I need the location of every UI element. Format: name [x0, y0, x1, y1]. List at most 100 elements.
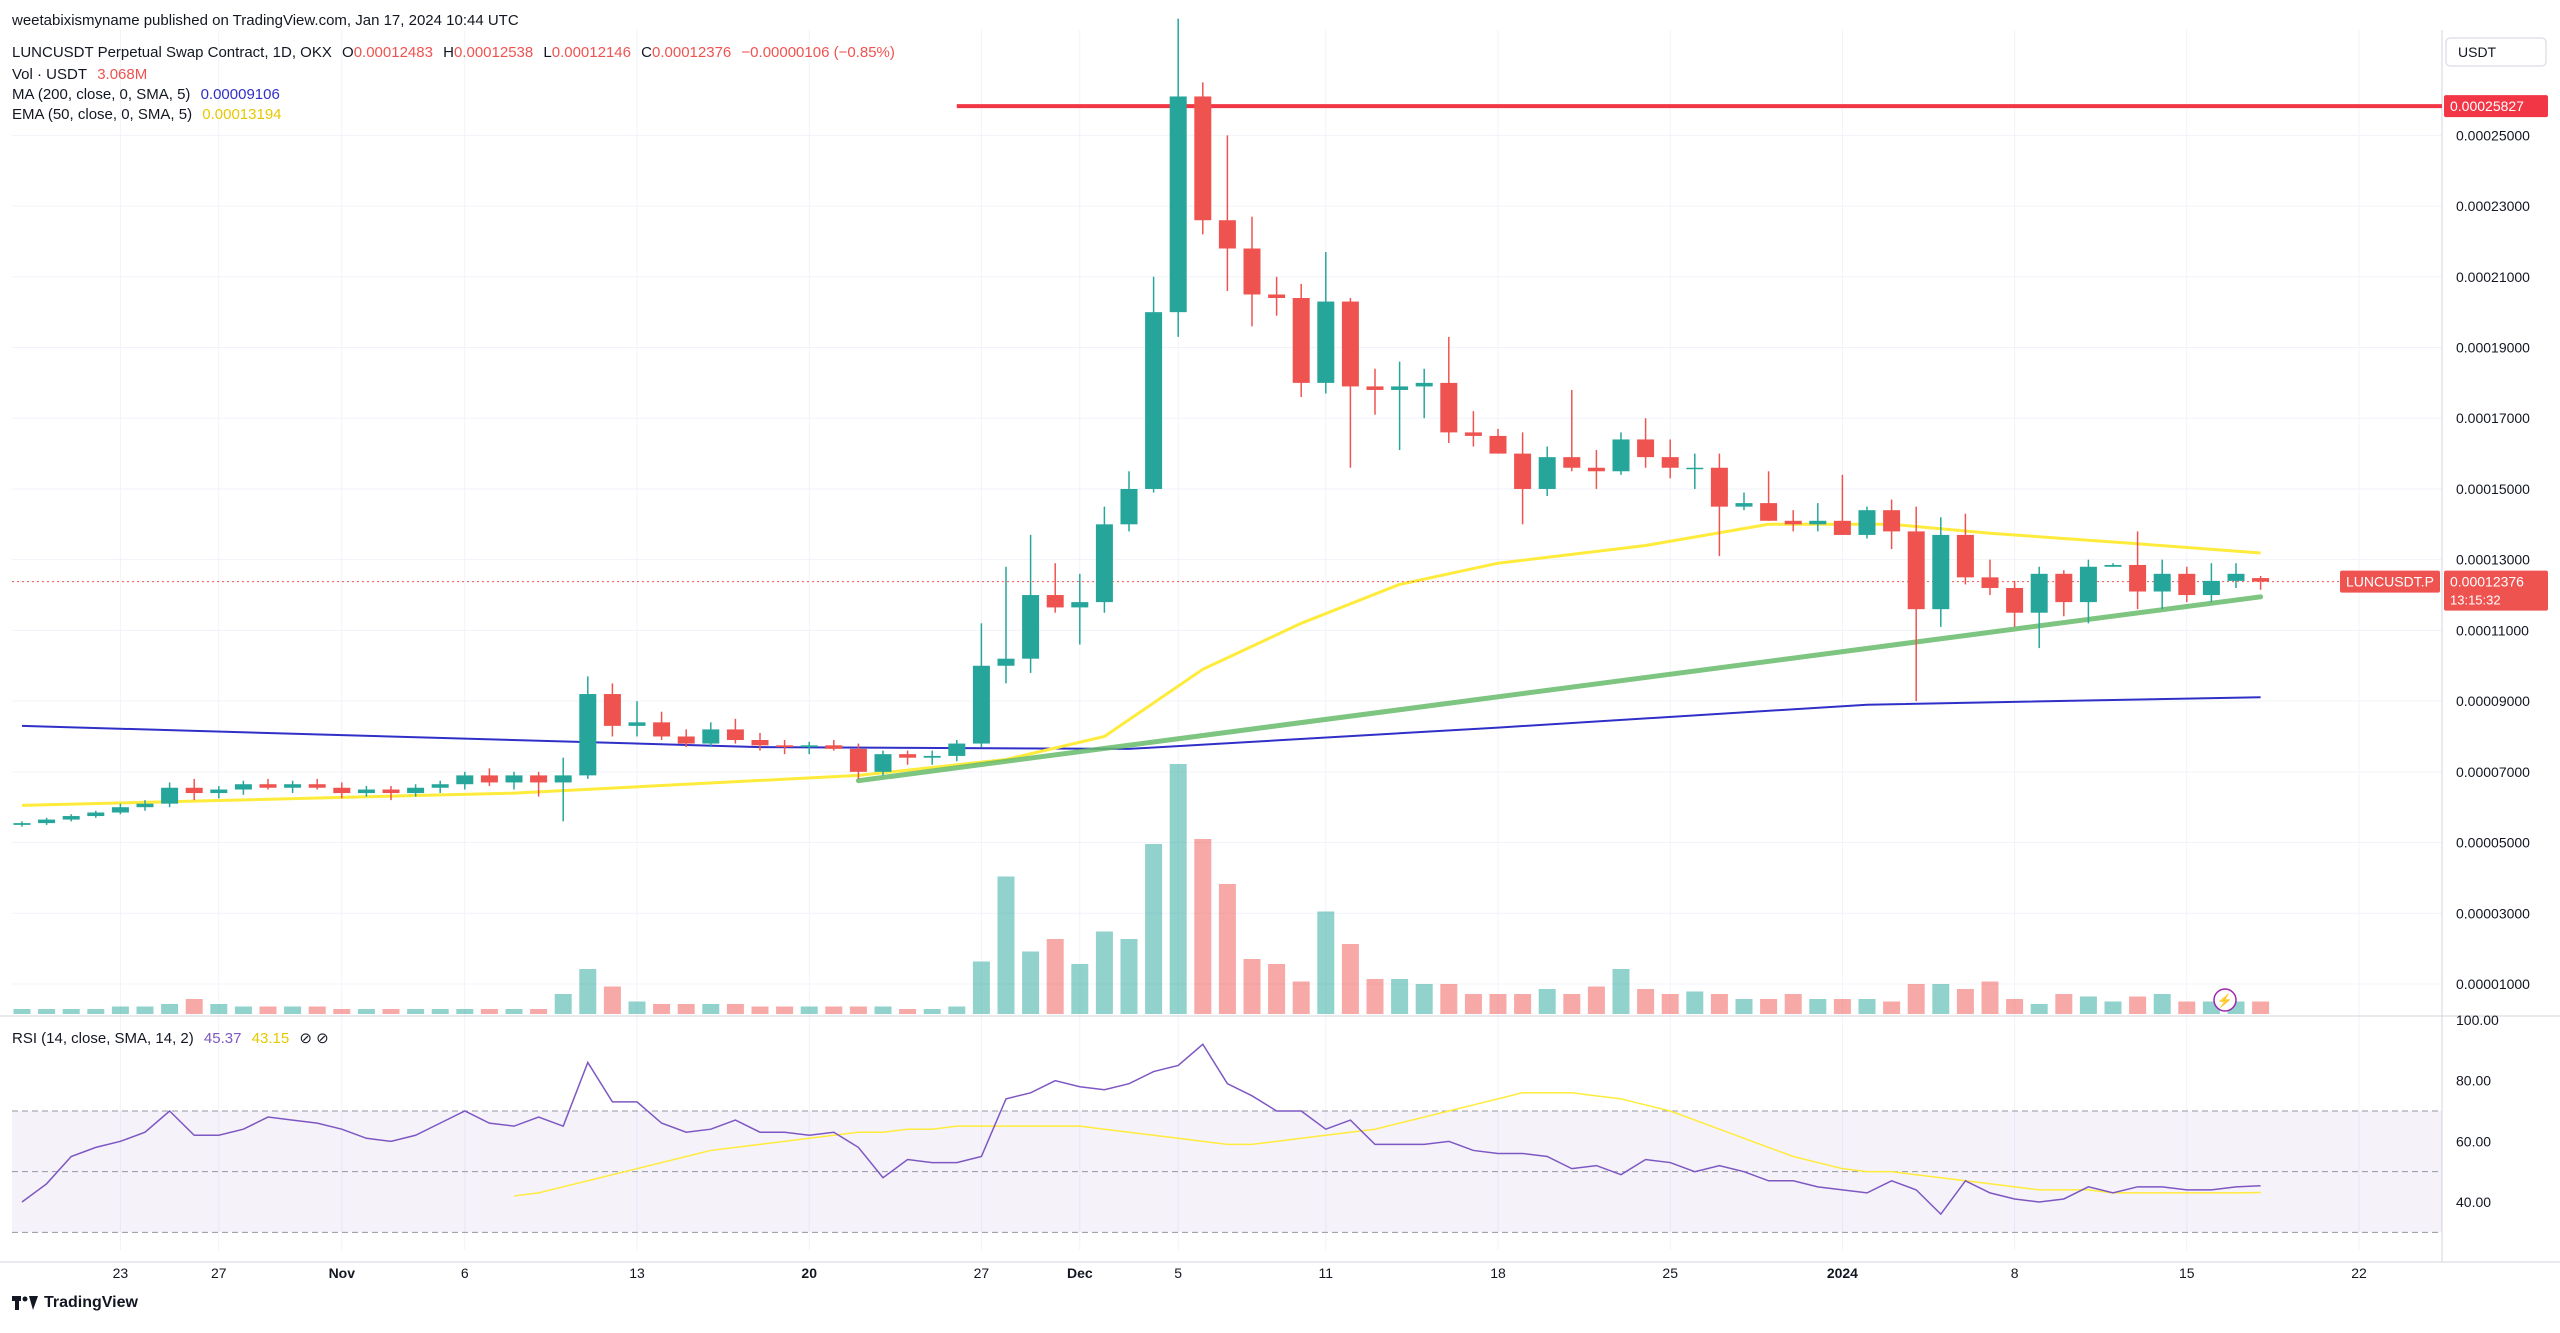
volume-bar	[161, 1004, 179, 1014]
volume-bar	[308, 1006, 326, 1014]
candle	[210, 785, 228, 799]
time-tick-label: 2024	[1827, 1265, 1858, 1281]
candle	[38, 817, 56, 825]
candle	[628, 701, 646, 737]
candle-body	[1341, 301, 1359, 387]
candle-body	[628, 722, 646, 726]
candle	[677, 729, 695, 748]
candle-body	[1071, 602, 1089, 608]
rsi-tick-label: 40.00	[2456, 1194, 2491, 1210]
candle	[2006, 580, 2024, 627]
candle	[530, 771, 548, 797]
volume-bar	[2079, 996, 2097, 1014]
candle-body	[382, 789, 400, 794]
candle-body	[1292, 298, 1310, 383]
volume-bar	[407, 1009, 425, 1014]
volume-bar	[776, 1006, 794, 1014]
volume-bar	[1809, 999, 1827, 1014]
volume-bar	[677, 1004, 695, 1014]
currency-label: USDT	[2458, 44, 2497, 60]
candle-body	[1809, 520, 1827, 525]
candle	[1784, 510, 1802, 532]
candle-body	[653, 722, 671, 737]
rsi-legend[interactable]: RSI (14, close, SMA, 14, 2) 45.37 43.15 …	[12, 1029, 335, 1047]
volume-bar	[2129, 996, 2147, 1014]
candle-body	[1784, 520, 1802, 525]
ema50-legend[interactable]: EMA (50, close, 0, SMA, 5) 0.00013194	[12, 106, 288, 123]
ma200-label: MA (200, close, 0, SMA, 5)	[12, 86, 191, 103]
volume-bar	[2178, 1001, 2196, 1014]
candle	[1760, 471, 1778, 521]
candle	[726, 718, 744, 744]
rsi-tick-label: 80.00	[2456, 1073, 2491, 1089]
volume-bar	[505, 1009, 523, 1014]
price-tick-label: 0.00015000	[2456, 481, 2530, 497]
candle	[1194, 82, 1212, 235]
candle	[1735, 492, 1753, 511]
eye-icon[interactable]: ⊘ ⊘	[299, 1030, 329, 1047]
candle-body	[1907, 531, 1925, 610]
volume-bar	[1784, 994, 1802, 1014]
candle-body	[554, 775, 572, 783]
candle	[259, 778, 277, 790]
candle	[2202, 563, 2220, 603]
candle	[1243, 216, 1261, 327]
price-tick-label: 0.00019000	[2456, 340, 2530, 356]
rsi-ma-line	[513, 1092, 2261, 1197]
candle-body	[1587, 467, 1605, 472]
candle-body	[1145, 312, 1163, 489]
candle-body	[1366, 386, 1384, 390]
volume-bar	[1686, 991, 1704, 1014]
volume-bar	[972, 961, 990, 1014]
time-tick-label: 27	[211, 1265, 227, 1281]
symbol-legend[interactable]: LUNCUSDT Perpetual Swap Contract, 1D, OK…	[12, 44, 907, 61]
symbol-tag	[2340, 570, 2440, 593]
candle-body	[2129, 564, 2147, 592]
candle	[1981, 559, 1999, 596]
candle-body	[726, 729, 744, 741]
volume-bar	[382, 1009, 400, 1014]
volume-bar	[997, 876, 1015, 1014]
candle-body	[1883, 510, 1901, 532]
volume-bar	[2055, 994, 2073, 1014]
volume-bar	[1637, 989, 1655, 1014]
volume-bar	[1145, 844, 1163, 1014]
candle	[1858, 506, 1876, 539]
price-tags: 0.00025827 LUNCUSDT.P 0.00012376 13:15:32 ⚡	[2213, 95, 2548, 1012]
candlesticks[interactable]	[13, 18, 2270, 827]
candle-body	[333, 787, 351, 794]
candle	[357, 785, 375, 797]
candle	[653, 711, 671, 741]
candle-body	[234, 784, 252, 790]
candle-body	[776, 745, 794, 748]
rsi-ma-value: 43.15	[251, 1030, 290, 1047]
time-tick-label: 27	[974, 1265, 990, 1281]
volume-bar	[1071, 964, 1089, 1014]
volume-bar	[1932, 984, 1950, 1014]
candle-body	[308, 784, 326, 788]
rsi-pane[interactable]	[12, 1043, 2442, 1233]
support-trendline[interactable]	[855, 594, 2264, 784]
volume-bar	[1907, 984, 1925, 1014]
time-tick-label: Dec	[1067, 1265, 1093, 1281]
time-axis[interactable]: 23 27 Nov 6 13 20 27 Dec 5 11 18 25 2024 8 15 22	[113, 1265, 2367, 1281]
candle-body	[284, 784, 302, 788]
price-axis[interactable]: 0.00025000 0.00023000 0.00021000 0.00019000…	[2445, 37, 2547, 1210]
grid-lines	[0, 30, 2560, 1263]
volume-label: Vol · USDT	[12, 66, 88, 83]
ohlc-values: O0.00012483 H0.00012538 L0.00012146 C0.0…	[342, 44, 895, 61]
candle	[1883, 499, 1901, 550]
rsi-line	[21, 1043, 2261, 1216]
candle	[111, 803, 129, 815]
volume-value: 3.068M	[97, 66, 148, 83]
ma200-legend[interactable]: MA (200, close, 0, SMA, 5) 0.00009106	[12, 86, 286, 103]
volume-legend[interactable]: Vol · USDT 3.068M	[12, 66, 153, 83]
candle	[751, 732, 769, 751]
candle	[702, 722, 720, 748]
candle-body	[161, 787, 179, 804]
candle	[1341, 298, 1359, 468]
tradingview-logo[interactable]: TradingView	[12, 1294, 138, 1312]
candle-body	[1095, 524, 1113, 603]
candle	[1145, 276, 1163, 493]
